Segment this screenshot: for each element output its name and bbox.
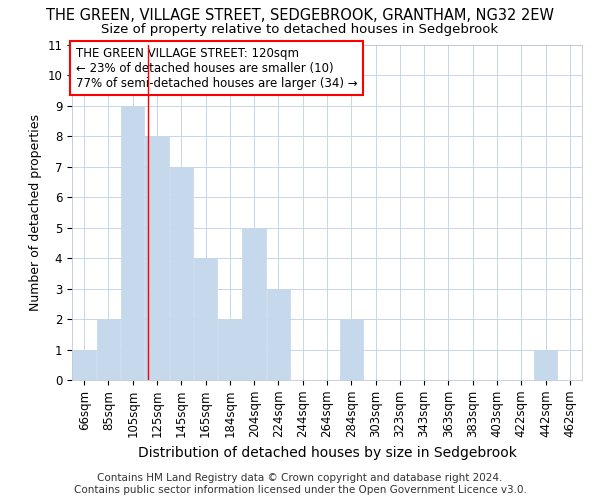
Text: Size of property relative to detached houses in Sedgebrook: Size of property relative to detached ho… (101, 22, 499, 36)
X-axis label: Distribution of detached houses by size in Sedgebrook: Distribution of detached houses by size … (137, 446, 517, 460)
Text: Contains HM Land Registry data © Crown copyright and database right 2024.
Contai: Contains HM Land Registry data © Crown c… (74, 474, 526, 495)
Bar (534, 350, 557, 380)
Text: THE GREEN, VILLAGE STREET, SEDGEBROOK, GRANTHAM, NG32 2EW: THE GREEN, VILLAGE STREET, SEDGEBROOK, G… (46, 8, 554, 22)
Bar (194, 258, 217, 380)
Bar (340, 319, 363, 380)
Bar (145, 136, 169, 380)
Y-axis label: Number of detached properties: Number of detached properties (29, 114, 42, 311)
Bar (170, 167, 193, 380)
Bar (97, 319, 120, 380)
Bar (121, 106, 145, 380)
Text: THE GREEN VILLAGE STREET: 120sqm
← 23% of detached houses are smaller (10)
77% o: THE GREEN VILLAGE STREET: 120sqm ← 23% o… (76, 46, 357, 90)
Bar (242, 228, 266, 380)
Bar (266, 288, 290, 380)
Bar (218, 319, 242, 380)
Bar (73, 350, 96, 380)
